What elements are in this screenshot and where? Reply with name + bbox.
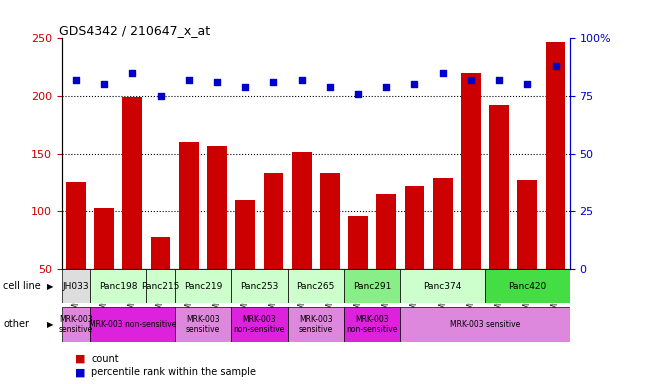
Text: MRK-003
sensitive: MRK-003 sensitive bbox=[59, 315, 93, 334]
Bar bbox=[320, 173, 340, 326]
Text: other: other bbox=[3, 319, 29, 329]
Bar bbox=[62, 307, 90, 342]
Bar bbox=[231, 269, 288, 303]
Bar bbox=[433, 178, 452, 326]
Point bbox=[156, 93, 166, 99]
Text: MRK-003 non-sensitive: MRK-003 non-sensitive bbox=[89, 320, 176, 329]
Bar bbox=[90, 269, 146, 303]
Bar bbox=[344, 269, 400, 303]
Text: JH033: JH033 bbox=[62, 281, 89, 291]
Text: Panc253: Panc253 bbox=[240, 281, 279, 291]
Text: MRK-003
sensitive: MRK-003 sensitive bbox=[299, 315, 333, 334]
Point bbox=[550, 63, 561, 69]
Bar bbox=[90, 307, 174, 342]
Point bbox=[353, 91, 363, 97]
Bar bbox=[344, 307, 400, 342]
Bar bbox=[264, 173, 283, 326]
Point bbox=[127, 70, 137, 76]
Bar bbox=[94, 208, 114, 326]
Text: percentile rank within the sample: percentile rank within the sample bbox=[91, 367, 256, 377]
Bar bbox=[231, 307, 288, 342]
Bar bbox=[288, 307, 344, 342]
Bar bbox=[489, 105, 509, 326]
Bar bbox=[207, 146, 227, 326]
Point bbox=[212, 79, 222, 85]
Bar bbox=[485, 269, 570, 303]
Point bbox=[184, 77, 194, 83]
Bar bbox=[546, 42, 565, 326]
Point bbox=[296, 77, 307, 83]
Point bbox=[465, 77, 476, 83]
Text: count: count bbox=[91, 354, 118, 364]
Point bbox=[522, 81, 533, 88]
Text: Panc219: Panc219 bbox=[184, 281, 222, 291]
Point bbox=[99, 81, 109, 88]
Bar bbox=[400, 269, 485, 303]
Text: MRK-003
non-sensitive: MRK-003 non-sensitive bbox=[346, 315, 398, 334]
Bar bbox=[66, 182, 86, 326]
Text: MRK-003
non-sensitive: MRK-003 non-sensitive bbox=[234, 315, 285, 334]
Bar bbox=[376, 194, 396, 326]
Point bbox=[240, 84, 251, 90]
Text: MRK-003
sensitive: MRK-003 sensitive bbox=[186, 315, 220, 334]
Text: cell line: cell line bbox=[3, 281, 41, 291]
Point bbox=[268, 79, 279, 85]
Bar bbox=[146, 269, 174, 303]
Text: Panc215: Panc215 bbox=[141, 281, 180, 291]
Text: ■: ■ bbox=[75, 354, 85, 364]
Text: Panc198: Panc198 bbox=[99, 281, 137, 291]
Text: ■: ■ bbox=[75, 367, 85, 377]
Bar bbox=[179, 142, 199, 326]
Bar bbox=[461, 73, 480, 326]
Text: Panc291: Panc291 bbox=[353, 281, 391, 291]
Text: ▶: ▶ bbox=[47, 281, 53, 291]
Point bbox=[325, 84, 335, 90]
Point bbox=[494, 77, 505, 83]
Bar bbox=[174, 269, 231, 303]
Bar bbox=[404, 186, 424, 326]
Bar bbox=[518, 180, 537, 326]
Bar bbox=[122, 97, 142, 326]
Bar bbox=[348, 216, 368, 326]
Bar bbox=[235, 200, 255, 326]
Point bbox=[437, 70, 448, 76]
Point bbox=[381, 84, 391, 90]
Point bbox=[409, 81, 420, 88]
Text: MRK-003 sensitive: MRK-003 sensitive bbox=[450, 320, 520, 329]
Bar bbox=[292, 152, 311, 326]
Bar bbox=[150, 237, 171, 326]
Text: GDS4342 / 210647_x_at: GDS4342 / 210647_x_at bbox=[59, 24, 210, 37]
Bar bbox=[62, 269, 90, 303]
Text: ▶: ▶ bbox=[47, 320, 53, 329]
Bar bbox=[400, 307, 570, 342]
Text: Panc374: Panc374 bbox=[424, 281, 462, 291]
Text: Panc265: Panc265 bbox=[297, 281, 335, 291]
Bar bbox=[174, 307, 231, 342]
Text: Panc420: Panc420 bbox=[508, 281, 546, 291]
Point bbox=[71, 77, 81, 83]
Bar bbox=[288, 269, 344, 303]
